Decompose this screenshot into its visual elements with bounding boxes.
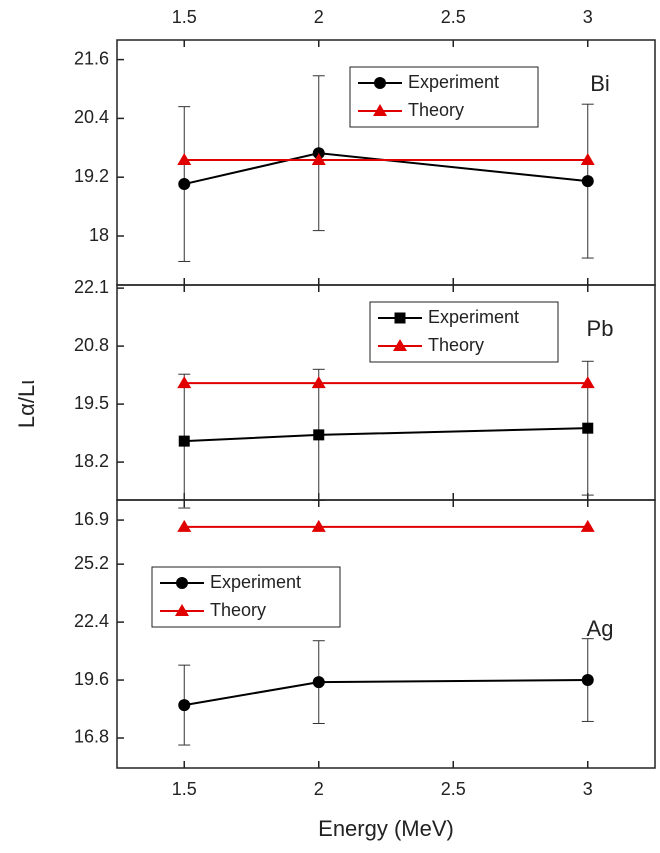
series-line bbox=[184, 679, 588, 707]
y-tick-label: 19.6 bbox=[74, 669, 109, 689]
data-point bbox=[580, 153, 595, 166]
x-tick-label-top: 3 bbox=[583, 7, 593, 27]
data-point bbox=[580, 376, 595, 389]
y-tick-label: 21.6 bbox=[74, 48, 109, 68]
legend-box bbox=[151, 566, 341, 628]
legend-marker bbox=[374, 77, 386, 89]
y-axis-label: Lα/Lι bbox=[14, 380, 39, 428]
series-line bbox=[184, 427, 588, 443]
data-point bbox=[582, 422, 594, 434]
data-point bbox=[177, 153, 192, 166]
legend-box bbox=[349, 66, 539, 128]
data-point bbox=[178, 699, 191, 712]
legend-label: Experiment bbox=[210, 572, 301, 592]
x-tick-label: 2.5 bbox=[441, 779, 466, 799]
data-point bbox=[177, 376, 192, 389]
plot-frame bbox=[116, 499, 656, 769]
x-tick-label-top: 1.5 bbox=[172, 7, 197, 27]
x-tick-label-top: 2 bbox=[314, 7, 324, 27]
data-point bbox=[581, 175, 594, 188]
data-point bbox=[580, 519, 595, 532]
y-tick-label: 22.4 bbox=[74, 611, 109, 631]
y-tick-label: 20.4 bbox=[74, 107, 109, 127]
data-point bbox=[313, 429, 325, 441]
data-point bbox=[581, 674, 594, 687]
data-point bbox=[312, 676, 325, 689]
x-tick-label: 1.5 bbox=[172, 779, 197, 799]
legend-marker bbox=[394, 312, 406, 324]
data-point bbox=[178, 435, 190, 447]
y-tick-label: 18.2 bbox=[74, 451, 109, 471]
data-point bbox=[178, 178, 191, 191]
panel-label: Ag bbox=[587, 616, 614, 641]
x-tick-label: 3 bbox=[583, 779, 593, 799]
legend-label: Theory bbox=[428, 335, 484, 355]
x-axis-label: Energy (MeV) bbox=[318, 816, 454, 841]
legend-label: Theory bbox=[408, 100, 464, 120]
legend-box bbox=[369, 301, 559, 363]
data-point bbox=[311, 376, 326, 389]
legend-label: Experiment bbox=[408, 72, 499, 92]
x-tick-label: 2 bbox=[314, 779, 324, 799]
legend-label: Theory bbox=[210, 600, 266, 620]
data-point bbox=[311, 153, 326, 166]
legend-label: Experiment bbox=[428, 307, 519, 327]
y-tick-label: 16.9 bbox=[74, 509, 109, 529]
y-tick-label: 25.2 bbox=[74, 553, 109, 573]
legend-marker bbox=[176, 577, 188, 589]
y-tick-label: 19.2 bbox=[74, 166, 109, 186]
y-tick-label: 19.5 bbox=[74, 393, 109, 413]
y-tick-label: 18 bbox=[89, 225, 109, 245]
legend-marker bbox=[175, 604, 189, 616]
y-tick-label: 22.1 bbox=[74, 277, 109, 297]
data-point bbox=[311, 519, 326, 532]
panel-label: Pb bbox=[587, 316, 614, 341]
panel-label: Bi bbox=[590, 71, 610, 96]
y-tick-label: 20.8 bbox=[74, 335, 109, 355]
legend-marker bbox=[393, 339, 407, 351]
series-line bbox=[184, 152, 588, 186]
x-tick-label-top: 2.5 bbox=[441, 7, 466, 27]
y-tick-label: 16.8 bbox=[74, 727, 109, 747]
data-point bbox=[177, 519, 192, 532]
legend-marker bbox=[373, 104, 387, 116]
